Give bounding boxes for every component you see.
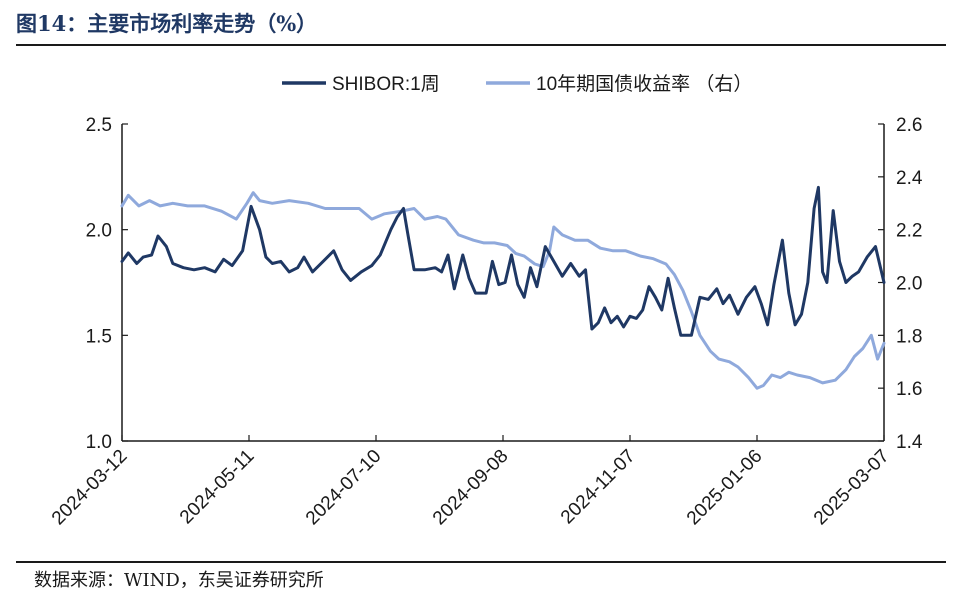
left-y-tick-label: 1.5 (86, 326, 112, 347)
right-y-tick-label: 1.6 (896, 379, 922, 400)
left-y-tick-label: 2.0 (86, 221, 112, 242)
right-y-tick-label: 2.4 (896, 168, 923, 189)
right-y-tick-label: 1.8 (896, 326, 922, 347)
chart-axes: 1.0 1.5 2.0 2.5 1.4 1.6 1.8 2.0 2.2 2.4 2.6 2024-03… (48, 115, 923, 529)
legend-item-cgb-10y: 10年期国债收益率 （右） (486, 73, 752, 95)
figure-title: 图14：主要市场利率走势（%） (16, 11, 318, 36)
data-source-note: 数据来源：WIND，东吴证券研究所 (34, 570, 324, 591)
x-tick-label: 2024-03-12 (48, 446, 132, 530)
right-y-tick-label: 2.0 (896, 274, 922, 295)
x-tick-label: 2024-05-11 (176, 446, 259, 529)
x-tick-label: 2024-09-08 (429, 446, 513, 530)
x-tick-label: 2025-03-07 (810, 446, 894, 530)
left-y-tick-label: 1.0 (86, 432, 112, 453)
shibor-1w-line (120, 185, 886, 337)
x-tick-label: 2024-07-10 (302, 446, 386, 530)
right-y-tick-label: 1.4 (896, 432, 923, 453)
chart-legend: SHIBOR:1周 10年期国债收益率 （右） (282, 73, 752, 95)
legend-label: 10年期国债收益率 （右） (536, 73, 752, 95)
x-tick-label: 2024-11-07 (557, 446, 640, 529)
rate-trend-chart: SHIBOR:1周 10年期国债收益率 （右） 1.01.52.02.51.41.… (48, 73, 923, 529)
left-y-tick-label: 2.5 (86, 115, 112, 136)
legend-label: SHIBOR:1周 (332, 74, 440, 95)
top-rule (16, 44, 946, 46)
right-y-tick-label: 2.2 (896, 221, 922, 242)
x-tick-label: 2025-01-06 (683, 446, 767, 530)
right-y-tick-label: 2.6 (896, 115, 922, 136)
bottom-rule (16, 561, 946, 563)
chart-series (120, 185, 886, 390)
cgb-10y-yield-line (120, 191, 886, 390)
legend-item-shibor: SHIBOR:1周 (282, 74, 440, 95)
